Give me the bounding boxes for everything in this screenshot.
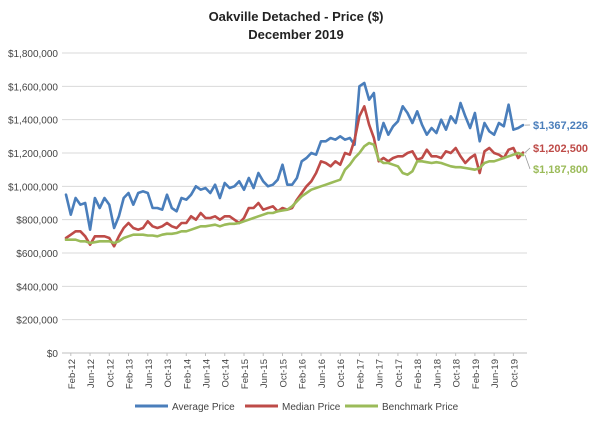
x-tick-label: Jun-14 <box>202 359 213 388</box>
y-tick-label: $1,000,000 <box>8 182 58 193</box>
x-tick-label: Jun-13 <box>144 359 155 388</box>
x-tick-label: Oct-13 <box>163 359 174 388</box>
end-label-leader <box>525 155 530 169</box>
series-end-label: $1,187,800 <box>533 164 588 176</box>
chart-title: Oakville Detached - Price ($) <box>209 9 384 24</box>
series-end-labels: $1,367,226 $1,202,500 $1,187,800 <box>525 120 588 176</box>
x-tick-label: Oct-18 <box>452 359 463 388</box>
x-tick-label: Oct-15 <box>278 359 289 388</box>
series-line-2 <box>66 106 523 246</box>
x-tick-label: Jun-18 <box>432 359 443 388</box>
x-tick-label: Jun-17 <box>375 359 386 388</box>
x-tick-label: Feb-14 <box>182 359 193 389</box>
y-tick-label: $1,200,000 <box>8 149 58 160</box>
chart-subtitle: December 2019 <box>248 27 343 42</box>
y-tick-label: $1,800,000 <box>8 49 58 60</box>
x-tick-label: Oct-17 <box>394 359 405 388</box>
x-tick-label: Oct-19 <box>509 359 520 388</box>
x-tick-label: Jun-16 <box>317 359 328 388</box>
legend-label: Benchmark Price <box>382 402 459 413</box>
x-tick-label: Oct-14 <box>221 359 232 388</box>
x-tick-label: Oct-16 <box>336 359 347 388</box>
x-tick-label: Feb-12 <box>67 359 78 389</box>
x-tick-label: Oct-12 <box>105 359 116 388</box>
series-end-label: $1,367,226 <box>533 120 588 132</box>
x-tick-label: Feb-17 <box>355 359 366 389</box>
x-tick-label: Jun-12 <box>86 359 97 388</box>
y-tick-label: $600,000 <box>16 249 58 260</box>
x-tick-label: Jun-15 <box>259 359 270 388</box>
series-line-1 <box>66 83 523 230</box>
legend: Average Price Median Price Benchmark Price <box>135 402 459 413</box>
end-label-leader <box>525 148 530 153</box>
legend-label: Median Price <box>282 402 341 413</box>
y-tick-label: $0 <box>47 349 59 360</box>
x-tick-label: Feb-19 <box>471 359 482 389</box>
x-tick-label: Feb-16 <box>298 359 309 389</box>
series-lines <box>66 83 523 246</box>
x-tick-label: Feb-18 <box>413 359 424 389</box>
y-tick-label: $1,400,000 <box>8 116 58 127</box>
x-axis-tick-labels: Feb-12 Jun-12 Oct-12 Feb-13 Jun-13 Oct-13 Feb-… <box>67 353 521 389</box>
y-tick-label: $1,600,000 <box>8 82 58 93</box>
legend-label: Average Price <box>172 402 235 413</box>
series-end-label: $1,202,500 <box>533 143 588 155</box>
y-tick-label: $400,000 <box>16 282 58 293</box>
x-tick-label: Jun-19 <box>490 359 501 388</box>
x-tick-label: Feb-15 <box>240 359 251 389</box>
y-axis-tick-labels: $0 $200,000 $400,000 $600,000 $800,000 $1,000… <box>8 49 58 360</box>
x-tick-label: Feb-13 <box>125 359 136 389</box>
y-tick-label: $800,000 <box>16 216 58 227</box>
y-tick-label: $200,000 <box>16 316 58 327</box>
